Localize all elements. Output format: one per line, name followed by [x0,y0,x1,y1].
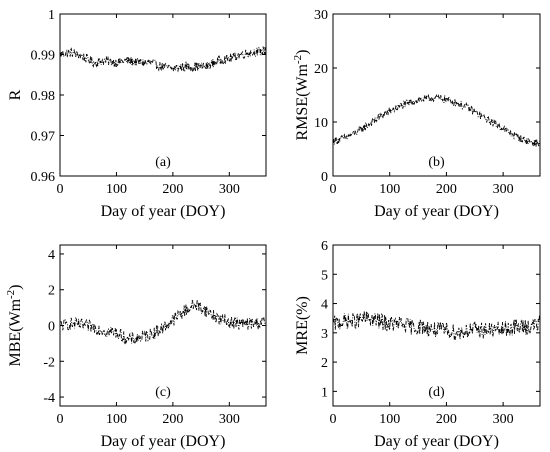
x-tick-label: 0 [57,182,64,197]
panel-label: (a) [155,155,171,170]
x-tick-label: 100 [379,412,400,427]
y-tick-label: 1 [321,385,328,400]
x-axis-label: Day of year (DOY) [374,433,499,450]
y-axis-label: RMSE(Wm-2) [292,50,311,141]
axes-box [332,13,541,177]
y-tick-label: 4 [48,248,55,263]
y-tick-label: 6 [321,239,328,254]
y-tick-label: -2 [43,355,55,370]
y-tick-label: 30 [314,8,328,23]
y-tick-label: 0.96 [31,170,56,185]
y-tick-label: 3 [321,327,328,342]
panel-3: 0 100 200 300 -4 -2 0 2 4 (c) Day of year (DOY) MBE… [5,244,267,450]
x-tick-label: 200 [436,182,457,197]
x-tick-label: 0 [330,182,337,197]
y-tick-label: 10 [314,116,328,131]
y-tick-label: 0.98 [31,89,56,104]
panel-2: 0 100 200 300 0 10 20 30 (b) Day of year (DOY) RMS… [292,8,541,220]
y-tick-label: 2 [48,284,55,299]
series-line [333,92,541,147]
x-tick-label: 100 [106,412,127,427]
axes-box [59,13,267,177]
panel-label: (b) [428,155,445,170]
y-tick-label: 0.99 [31,49,56,64]
y-tick-label: 0 [321,170,328,185]
panel-1: 0 100 200 300 0.96 0.97 0.98 0.99 1 (a) Day of yea… [7,8,267,220]
y-tick-label: 0.97 [31,130,56,145]
x-tick-label: 300 [219,182,240,197]
x-tick-label: 300 [493,412,514,427]
series-line [333,311,541,341]
y-tick-label: 1 [48,8,55,23]
y-axis-label: MRE(%) [294,296,311,355]
y-tick-label: 0 [48,320,55,335]
y-tick-label: 2 [321,356,328,371]
x-axis-label: Day of year (DOY) [101,433,226,450]
y-tick-label: 20 [314,62,328,77]
y-tick-label: 4 [321,298,328,313]
panel-label: (d) [428,385,445,400]
x-tick-label: 200 [436,412,457,427]
x-tick-label: 0 [57,412,64,427]
series-line [60,46,267,73]
y-axis-label: MBE(Wm-2) [5,284,24,366]
x-tick-label: 300 [493,182,514,197]
x-tick-label: 200 [162,182,183,197]
x-axis-label: Day of year (DOY) [101,203,226,220]
y-tick-label: -4 [43,391,55,406]
axes-box [332,244,541,407]
panel-label: (c) [155,385,171,400]
x-tick-label: 100 [106,182,127,197]
panel-4: 0 100 200 300 1 2 3 4 5 6 (d) Day of year (DOY) MRE(… [294,239,541,450]
x-tick-label: 200 [162,412,183,427]
x-tick-label: 300 [219,412,240,427]
x-axis-label: Day of year (DOY) [374,203,499,220]
series-line [60,299,267,345]
y-tick-label: 5 [321,268,328,283]
x-tick-label: 100 [379,182,400,197]
x-tick-label: 0 [330,412,337,427]
y-axis-label: R [7,89,24,100]
